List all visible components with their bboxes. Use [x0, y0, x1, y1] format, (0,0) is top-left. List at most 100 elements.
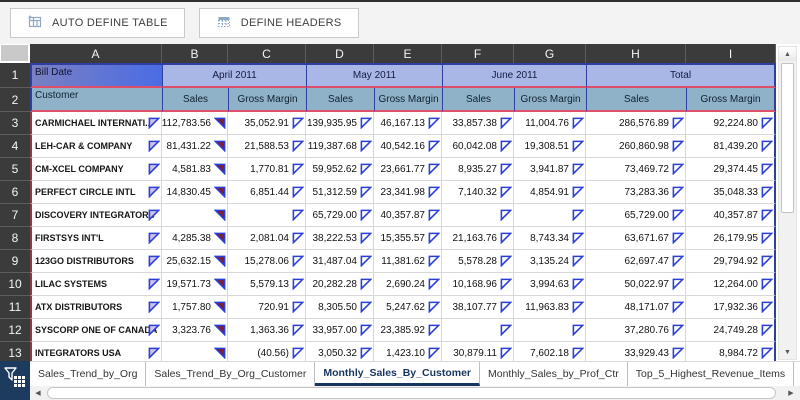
cell-A11[interactable]: ATX DISTRIBUTORS [30, 296, 162, 319]
cell-E11[interactable]: 5,247.62 [374, 296, 442, 319]
cell-B13[interactable] [162, 342, 228, 361]
column-header-F[interactable]: F [442, 44, 514, 63]
cell-H12[interactable]: 37,280.76 [586, 319, 686, 342]
cell-I6[interactable]: 35,048.33 [686, 181, 776, 204]
row-header-5[interactable]: 5 [0, 158, 30, 181]
cell-I9[interactable]: 29,794.92 [686, 250, 776, 273]
cell-G4[interactable]: 19,308.51 [514, 135, 586, 158]
cell-C5[interactable]: 1,770.81 [228, 158, 306, 181]
cell-E9[interactable]: 11,381.62 [374, 250, 442, 273]
define-headers-button[interactable]: DEFINE HEADERS [198, 8, 359, 38]
tab-top-5-highest-revenue-items[interactable]: Top_5_Highest_Revenue_Items [627, 362, 795, 386]
cell-B6[interactable]: 14,830.45 [162, 181, 228, 204]
cell-E7[interactable]: 40,357.87 [374, 204, 442, 227]
column-header-D[interactable]: D [306, 44, 374, 63]
subheader-cell[interactable]: Gross Margin [374, 88, 442, 112]
tab-monthly-sales-by-prof-ctr[interactable]: Monthly_Sales_by_Prof_Ctr [480, 362, 628, 386]
cell-F9[interactable]: 5,578.28 [442, 250, 514, 273]
cell-D4[interactable]: 119,387.68 [306, 135, 374, 158]
cell-I5[interactable]: 29,374.45 [686, 158, 776, 181]
cell-C7[interactable] [228, 204, 306, 227]
cell-G5[interactable]: 3,941.87 [514, 158, 586, 181]
row-header-13[interactable]: 13 [0, 342, 30, 361]
subheader-cell[interactable]: Sales [442, 88, 514, 112]
cell-H10[interactable]: 50,022.97 [586, 273, 686, 296]
subheader-cell[interactable]: Gross Margin [228, 88, 306, 112]
tab-sales-trend-by-org[interactable]: Sales_Trend_by_Org [30, 362, 147, 386]
tab-cumulative[interactable]: Cumu [794, 362, 800, 386]
cell-D10[interactable]: 20,282.28 [306, 273, 374, 296]
cell-H6[interactable]: 73,283.36 [586, 181, 686, 204]
cell-G10[interactable]: 3,994.63 [514, 273, 586, 296]
cell-F10[interactable]: 10,168.96 [442, 273, 514, 296]
cell-A8[interactable]: FIRSTSYS INT'L [30, 227, 162, 250]
cell-H4[interactable]: 260,860.98 [586, 135, 686, 158]
column-header-I[interactable]: I [686, 44, 776, 63]
row-header-4[interactable]: 4 [0, 135, 30, 158]
scroll-right-button[interactable]: ▶ [788, 390, 794, 397]
cell-B7[interactable] [162, 204, 228, 227]
cell-G12[interactable] [514, 319, 586, 342]
cell-D8[interactable]: 38,222.53 [306, 227, 374, 250]
row-header-11[interactable]: 11 [0, 296, 30, 319]
cell-G6[interactable]: 4,854.91 [514, 181, 586, 204]
subheader-cell[interactable]: Sales [162, 88, 228, 112]
cell-I13[interactable]: 8,984.72 [686, 342, 776, 361]
cell-F4[interactable]: 60,042.08 [442, 135, 514, 158]
select-all-corner[interactable] [0, 44, 30, 63]
cell-H3[interactable]: 286,576.89 [586, 112, 686, 135]
cell-I10[interactable]: 12,264.00 [686, 273, 776, 296]
cell-C10[interactable]: 5,579.13 [228, 273, 306, 296]
cell-A13[interactable]: INTEGRATORS USA [30, 342, 162, 361]
scroll-up-button[interactable]: ▲ [779, 47, 796, 61]
cell-F11[interactable]: 38,107.77 [442, 296, 514, 319]
filter-table-logo[interactable] [0, 361, 30, 400]
month-group-header[interactable]: June 2011 [442, 63, 586, 88]
cell-G11[interactable]: 11,963.83 [514, 296, 586, 319]
cell-C8[interactable]: 2,081.04 [228, 227, 306, 250]
cell-E8[interactable]: 15,355.57 [374, 227, 442, 250]
cell-C3[interactable]: 35,052.91 [228, 112, 306, 135]
cell-A10[interactable]: LILAC SYSTEMS [30, 273, 162, 296]
cell-G8[interactable]: 8,743.34 [514, 227, 586, 250]
cell-D9[interactable]: 31,487.04 [306, 250, 374, 273]
cell-F12[interactable] [442, 319, 514, 342]
vertical-scrollbar[interactable]: ▲ ▼ [778, 46, 797, 360]
column-header-B[interactable]: B [162, 44, 228, 63]
cell-H7[interactable]: 65,729.00 [586, 204, 686, 227]
row-header-12[interactable]: 12 [0, 319, 30, 342]
scroll-left-button[interactable]: ◀ [35, 390, 41, 397]
auto-define-table-button[interactable]: AUTO DEFINE TABLE [10, 8, 185, 38]
row-header-8[interactable]: 8 [0, 227, 30, 250]
cell-G13[interactable]: 7,602.18 [514, 342, 586, 361]
subheader-cell[interactable]: Sales [586, 88, 686, 112]
cell-I3[interactable]: 92,224.80 [686, 112, 776, 135]
cell-F6[interactable]: 7,140.32 [442, 181, 514, 204]
row-header-2[interactable]: 2 [0, 88, 30, 112]
horizontal-scroll-thumb[interactable] [47, 387, 776, 399]
cell-H13[interactable]: 33,929.43 [586, 342, 686, 361]
cell-H9[interactable]: 62,697.47 [586, 250, 686, 273]
cell-H8[interactable]: 63,671.67 [586, 227, 686, 250]
row-header-10[interactable]: 10 [0, 273, 30, 296]
cell-A9[interactable]: 123GO DISTRIBUTORS [30, 250, 162, 273]
cell-F3[interactable]: 33,857.38 [442, 112, 514, 135]
column-header-G[interactable]: G [514, 44, 586, 63]
horizontal-scrollbar[interactable]: ◀ ▶ [0, 386, 800, 400]
cell-I11[interactable]: 17,932.36 [686, 296, 776, 319]
cell-D7[interactable]: 65,729.00 [306, 204, 374, 227]
cell-C6[interactable]: 6,851.44 [228, 181, 306, 204]
cell-F5[interactable]: 8,935.27 [442, 158, 514, 181]
cell-I8[interactable]: 26,179.95 [686, 227, 776, 250]
cell-F7[interactable] [442, 204, 514, 227]
subheader-cell[interactable]: Sales [306, 88, 374, 112]
cell-D6[interactable]: 51,312.59 [306, 181, 374, 204]
cell-A1[interactable]: Bill Date [30, 63, 162, 88]
cell-E3[interactable]: 46,167.13 [374, 112, 442, 135]
cell-C4[interactable]: 21,588.53 [228, 135, 306, 158]
cell-E5[interactable]: 23,661.77 [374, 158, 442, 181]
cell-E10[interactable]: 2,690.24 [374, 273, 442, 296]
cell-G3[interactable]: 11,004.76 [514, 112, 586, 135]
cell-C9[interactable]: 15,278.06 [228, 250, 306, 273]
tab-monthly-sales-by-customer[interactable]: Monthly_Sales_By_Customer [315, 362, 480, 386]
